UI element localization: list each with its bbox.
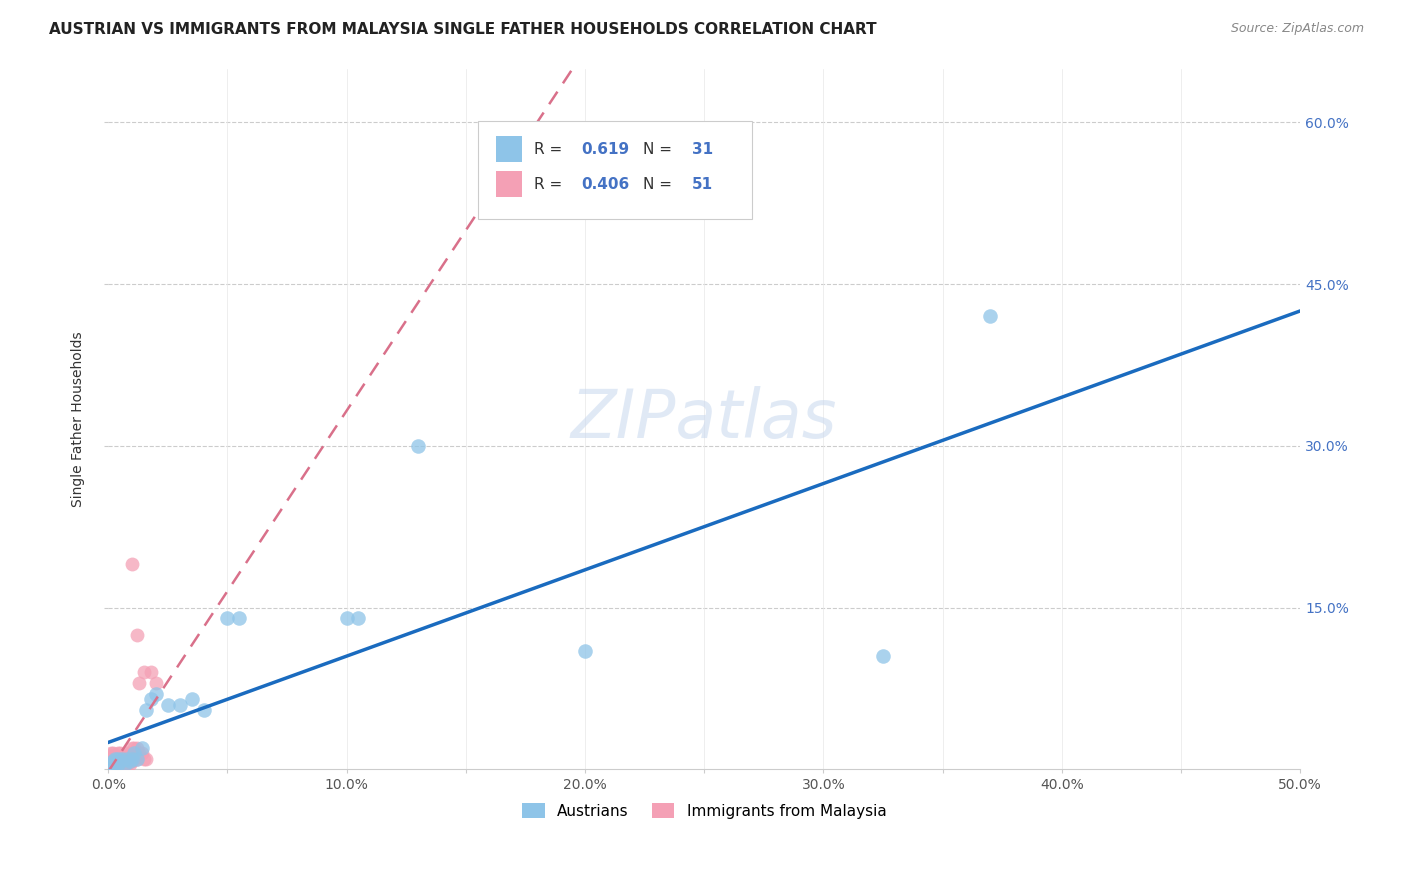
Text: 51: 51 <box>692 177 713 192</box>
Point <box>108 746 131 760</box>
Point <box>135 751 157 765</box>
Point <box>131 740 153 755</box>
Point <box>118 754 141 768</box>
Point <box>406 439 429 453</box>
Point <box>115 754 138 768</box>
Point <box>104 751 127 765</box>
Text: 0.619: 0.619 <box>581 142 630 157</box>
Point <box>131 746 153 760</box>
FancyBboxPatch shape <box>495 171 522 197</box>
Point <box>872 649 894 664</box>
Point <box>121 740 143 755</box>
Point <box>118 751 141 765</box>
Point <box>114 749 136 764</box>
Point <box>121 754 143 768</box>
Point <box>114 756 136 771</box>
Point <box>574 643 596 657</box>
Point <box>104 756 127 771</box>
Point <box>132 751 155 765</box>
FancyBboxPatch shape <box>478 121 752 219</box>
Point <box>100 756 122 771</box>
Point <box>104 751 127 765</box>
Point <box>217 611 239 625</box>
Point <box>101 746 124 760</box>
Point <box>101 754 124 768</box>
Point <box>101 751 124 765</box>
Point <box>107 746 129 760</box>
Point <box>104 756 127 771</box>
Point <box>121 751 143 765</box>
Point <box>145 687 167 701</box>
Legend: Austrians, Immigrants from Malaysia: Austrians, Immigrants from Malaysia <box>516 797 893 825</box>
Point <box>135 703 157 717</box>
Point <box>101 756 124 771</box>
Point <box>100 746 122 760</box>
Point <box>111 756 134 771</box>
Point <box>124 751 146 765</box>
Point <box>108 756 131 771</box>
FancyBboxPatch shape <box>495 136 522 162</box>
Point <box>125 751 148 765</box>
Point <box>128 676 150 690</box>
Point <box>107 751 129 765</box>
Point <box>124 746 146 760</box>
Point <box>104 755 127 769</box>
Text: R =: R = <box>534 142 567 157</box>
Point <box>114 756 136 771</box>
Point <box>108 755 131 769</box>
Y-axis label: Single Father Households: Single Father Households <box>72 331 86 507</box>
Point <box>115 746 138 760</box>
Point <box>118 756 141 771</box>
Text: AUSTRIAN VS IMMIGRANTS FROM MALAYSIA SINGLE FATHER HOUSEHOLDS CORRELATION CHART: AUSTRIAN VS IMMIGRANTS FROM MALAYSIA SIN… <box>49 22 877 37</box>
Point <box>125 740 148 755</box>
Point <box>111 749 134 764</box>
Point <box>193 703 215 717</box>
Point <box>100 751 122 765</box>
Point <box>139 692 162 706</box>
Point <box>132 665 155 680</box>
Point <box>100 756 122 771</box>
Point <box>128 746 150 760</box>
Point <box>101 756 124 771</box>
Point <box>125 627 148 641</box>
Point <box>335 611 357 625</box>
Text: N =: N = <box>644 142 678 157</box>
Point <box>118 746 141 760</box>
Point <box>121 558 143 572</box>
Point <box>180 692 202 706</box>
Text: Source: ZipAtlas.com: Source: ZipAtlas.com <box>1230 22 1364 36</box>
Point <box>111 751 134 765</box>
Point <box>101 755 124 769</box>
Text: R =: R = <box>534 177 567 192</box>
Point <box>104 749 127 764</box>
Point <box>124 740 146 755</box>
Point <box>108 751 131 765</box>
Point <box>98 756 121 771</box>
Point <box>115 756 138 771</box>
Point <box>100 749 122 764</box>
Text: 0.406: 0.406 <box>581 177 630 192</box>
Point <box>107 756 129 771</box>
Point <box>107 756 129 771</box>
Point <box>125 751 148 765</box>
Point <box>169 698 191 712</box>
Point <box>107 751 129 765</box>
Point <box>115 751 138 765</box>
Point <box>101 749 124 764</box>
Point <box>139 665 162 680</box>
Point <box>111 754 134 768</box>
Point <box>100 755 122 769</box>
Point <box>228 611 250 625</box>
Text: 31: 31 <box>692 142 713 157</box>
Point <box>107 755 129 769</box>
Point <box>114 754 136 768</box>
Text: ZIPatlas: ZIPatlas <box>571 386 838 452</box>
Point <box>347 611 370 625</box>
Point <box>145 676 167 690</box>
Point <box>979 310 1001 324</box>
Point <box>156 698 179 712</box>
Point <box>108 754 131 768</box>
Text: N =: N = <box>644 177 678 192</box>
